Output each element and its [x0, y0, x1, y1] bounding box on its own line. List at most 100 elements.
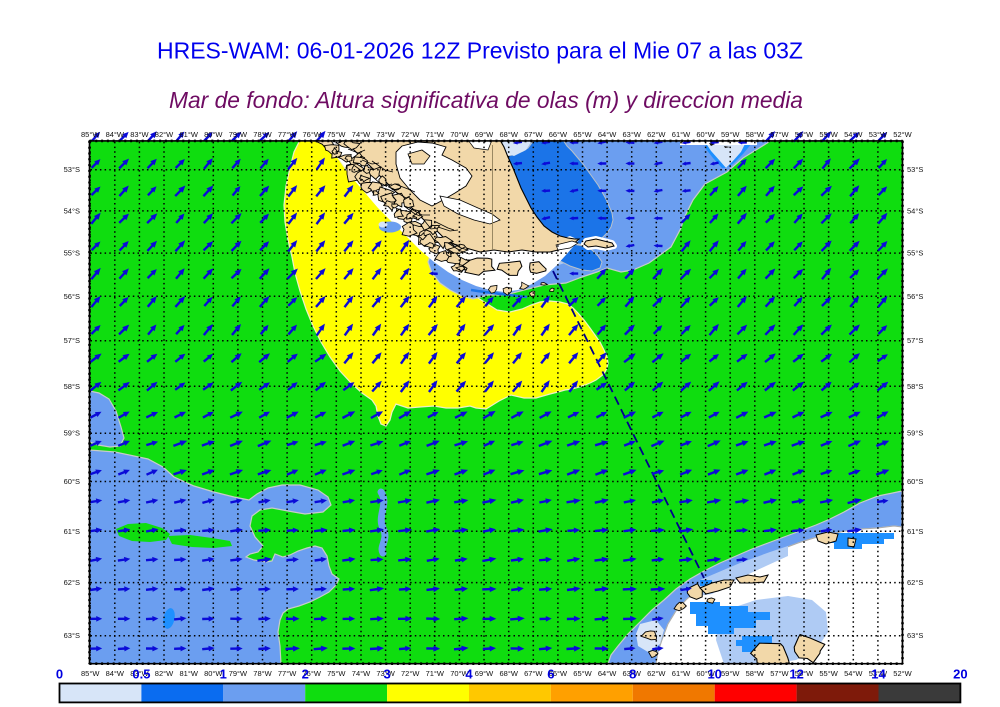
svg-text:56°S: 56°S	[64, 292, 80, 301]
svg-text:61°S: 61°S	[64, 527, 80, 536]
svg-text:62°S: 62°S	[64, 578, 80, 587]
svg-text:66°W: 66°W	[549, 130, 568, 139]
svg-text:61°W: 61°W	[672, 669, 691, 678]
svg-text:62°W: 62°W	[647, 130, 666, 139]
svg-text:0.5: 0.5	[132, 667, 150, 682]
svg-text:71°W: 71°W	[426, 669, 445, 678]
svg-text:Mar de fondo: Altura significa: Mar de fondo: Altura significativa de ol…	[169, 87, 803, 113]
svg-text:56°W: 56°W	[795, 669, 814, 678]
svg-text:55°S: 55°S	[907, 249, 923, 258]
svg-text:59°S: 59°S	[64, 429, 80, 438]
svg-text:77°W: 77°W	[278, 669, 297, 678]
svg-text:74°W: 74°W	[352, 130, 371, 139]
svg-text:63°S: 63°S	[64, 631, 80, 640]
svg-text:79°W: 79°W	[229, 130, 248, 139]
svg-text:74°W: 74°W	[352, 669, 371, 678]
svg-text:59°W: 59°W	[721, 669, 740, 678]
svg-text:54°S: 54°S	[907, 206, 923, 215]
svg-text:64°W: 64°W	[598, 130, 617, 139]
svg-text:55°W: 55°W	[819, 130, 838, 139]
svg-text:53°S: 53°S	[907, 165, 923, 174]
svg-text:53°W: 53°W	[869, 130, 888, 139]
svg-text:0: 0	[56, 667, 63, 682]
svg-text:82°W: 82°W	[155, 130, 174, 139]
svg-text:65°W: 65°W	[573, 130, 592, 139]
svg-text:83°W: 83°W	[130, 669, 149, 678]
svg-text:69°W: 69°W	[475, 130, 494, 139]
svg-text:59°S: 59°S	[907, 429, 923, 438]
svg-text:60°S: 60°S	[64, 477, 80, 486]
svg-text:68°W: 68°W	[499, 669, 518, 678]
svg-text:63°W: 63°W	[622, 130, 641, 139]
svg-text:72°W: 72°W	[401, 669, 420, 678]
svg-text:54°W: 54°W	[844, 130, 863, 139]
svg-text:67°W: 67°W	[524, 669, 543, 678]
svg-text:80°W: 80°W	[204, 130, 223, 139]
svg-text:76°W: 76°W	[302, 130, 321, 139]
svg-text:60°W: 60°W	[696, 669, 715, 678]
svg-text:63°W: 63°W	[622, 669, 641, 678]
svg-text:62°S: 62°S	[907, 578, 923, 587]
svg-text:70°W: 70°W	[450, 130, 469, 139]
svg-text:6: 6	[547, 667, 554, 682]
svg-text:71°W: 71°W	[426, 130, 445, 139]
svg-text:85°W: 85°W	[81, 669, 100, 678]
svg-text:80°W: 80°W	[204, 669, 223, 678]
svg-text:78°W: 78°W	[253, 130, 272, 139]
svg-text:76°W: 76°W	[302, 669, 321, 678]
svg-text:58°W: 58°W	[746, 669, 765, 678]
svg-text:1: 1	[220, 667, 227, 682]
svg-text:60°W: 60°W	[696, 130, 715, 139]
svg-text:84°W: 84°W	[106, 669, 125, 678]
svg-text:57°W: 57°W	[770, 669, 789, 678]
svg-text:58°S: 58°S	[64, 382, 80, 391]
svg-text:65°W: 65°W	[573, 669, 592, 678]
svg-text:2: 2	[302, 667, 309, 682]
svg-text:72°W: 72°W	[401, 130, 420, 139]
svg-text:52°W: 52°W	[893, 130, 912, 139]
svg-text:61°S: 61°S	[907, 527, 923, 536]
svg-text:59°W: 59°W	[721, 130, 740, 139]
svg-text:57°S: 57°S	[907, 336, 923, 345]
svg-text:14: 14	[871, 667, 886, 682]
svg-text:4: 4	[465, 667, 473, 682]
svg-text:58°W: 58°W	[746, 130, 765, 139]
svg-text:53°S: 53°S	[64, 165, 80, 174]
svg-text:10: 10	[707, 667, 721, 682]
svg-text:82°W: 82°W	[155, 669, 174, 678]
svg-text:HRES-WAM: 06-01-2026 12Z Previ: HRES-WAM: 06-01-2026 12Z Previsto para e…	[157, 38, 803, 64]
svg-text:77°W: 77°W	[278, 130, 297, 139]
svg-text:12: 12	[789, 667, 803, 682]
svg-text:57°S: 57°S	[64, 336, 80, 345]
svg-text:54°S: 54°S	[64, 206, 80, 215]
svg-text:66°W: 66°W	[549, 669, 568, 678]
svg-text:75°W: 75°W	[327, 669, 346, 678]
svg-text:3: 3	[383, 667, 390, 682]
svg-text:70°W: 70°W	[450, 669, 469, 678]
svg-text:55°S: 55°S	[64, 249, 80, 258]
svg-text:79°W: 79°W	[229, 669, 248, 678]
svg-text:53°W: 53°W	[869, 669, 888, 678]
svg-text:73°W: 73°W	[376, 669, 395, 678]
svg-text:69°W: 69°W	[475, 669, 494, 678]
svg-text:55°W: 55°W	[819, 669, 838, 678]
svg-text:8: 8	[629, 667, 636, 682]
svg-text:73°W: 73°W	[376, 130, 395, 139]
svg-text:85°W: 85°W	[81, 130, 100, 139]
svg-text:57°W: 57°W	[770, 130, 789, 139]
svg-text:54°W: 54°W	[844, 669, 863, 678]
svg-text:58°S: 58°S	[907, 382, 923, 391]
svg-text:56°S: 56°S	[907, 292, 923, 301]
svg-text:64°W: 64°W	[598, 669, 617, 678]
svg-text:52°W: 52°W	[893, 669, 912, 678]
svg-text:56°W: 56°W	[795, 130, 814, 139]
svg-text:78°W: 78°W	[253, 669, 272, 678]
svg-text:84°W: 84°W	[106, 130, 125, 139]
svg-text:68°W: 68°W	[499, 130, 518, 139]
svg-text:81°W: 81°W	[179, 130, 198, 139]
svg-text:75°W: 75°W	[327, 130, 346, 139]
svg-text:81°W: 81°W	[179, 669, 198, 678]
svg-text:61°W: 61°W	[672, 130, 691, 139]
svg-text:62°W: 62°W	[647, 669, 666, 678]
svg-text:67°W: 67°W	[524, 130, 543, 139]
